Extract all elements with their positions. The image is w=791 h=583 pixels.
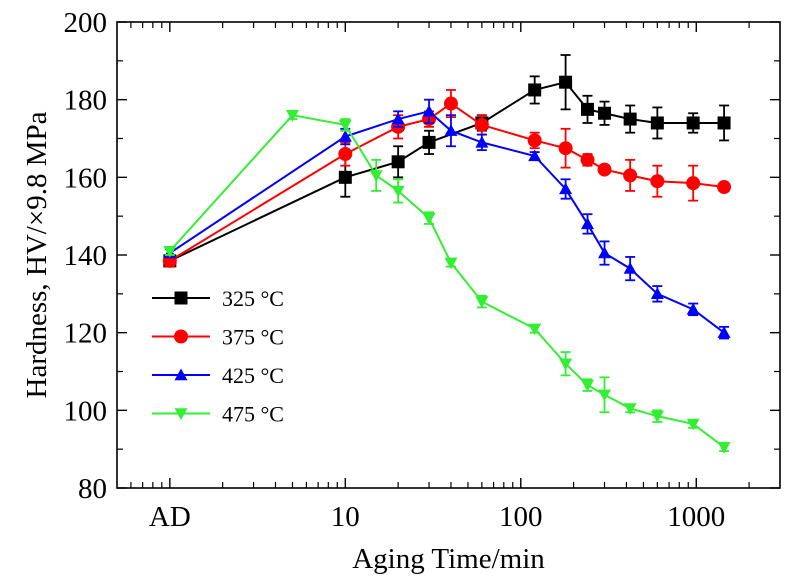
data-point — [528, 83, 542, 97]
data-point — [444, 124, 458, 136]
data-point — [422, 104, 436, 117]
data-point — [717, 326, 731, 338]
y-tick-label: 180 — [64, 85, 108, 117]
legend: 325 °C 375 °C 425 °C 475 °C — [152, 286, 284, 427]
data-point — [686, 116, 700, 130]
data-point — [422, 212, 436, 225]
data-point — [598, 389, 612, 402]
x-tick-label: 1000 — [667, 501, 725, 533]
y-tick-label: 100 — [64, 395, 108, 427]
data-point — [623, 262, 637, 274]
data-point — [581, 379, 595, 392]
data-point — [338, 170, 352, 184]
data-point — [597, 162, 612, 177]
data-point — [581, 102, 595, 116]
axes: 80 100 120 140 160 180 200 AD 10 100 1000 — [64, 7, 780, 533]
data-point — [475, 296, 489, 309]
y-tick-label: 80 — [78, 473, 107, 505]
data-point — [686, 176, 701, 191]
data-point — [338, 130, 352, 142]
data-point — [623, 403, 637, 415]
x-tick-label: AD — [149, 501, 191, 533]
data-point — [338, 119, 352, 132]
legend-label: 425 °C — [222, 363, 284, 388]
data-point — [369, 170, 383, 182]
legend-item-1: 325 °C — [152, 286, 284, 311]
data-point — [559, 75, 573, 89]
data-point — [598, 246, 612, 259]
y-tick-label: 140 — [64, 240, 108, 272]
legend-label: 475 °C — [222, 402, 284, 427]
data-point — [559, 358, 573, 371]
x-tick-label: 10 — [331, 501, 360, 533]
data-point — [650, 174, 665, 189]
data-point — [650, 287, 664, 300]
y-axis-title: Hardness, HV/×9.8 MPa — [21, 111, 53, 398]
data-point — [391, 112, 405, 125]
series-layer — [162, 54, 732, 454]
series-line — [169, 114, 725, 449]
data-point — [444, 257, 458, 270]
legend-marker — [174, 329, 188, 344]
series-4 — [163, 110, 731, 454]
series-line — [169, 110, 725, 334]
plot-border — [116, 21, 781, 489]
legend-item-3: 425 °C — [152, 363, 284, 388]
data-point — [527, 133, 542, 148]
data-point — [581, 217, 595, 230]
series-1 — [163, 54, 731, 268]
legend-marker — [174, 368, 188, 381]
legend-marker — [174, 408, 188, 420]
legend-label: 375 °C — [222, 325, 284, 350]
legend-label: 325 °C — [222, 286, 284, 311]
data-point — [422, 135, 436, 149]
data-point — [650, 410, 664, 423]
data-point — [717, 180, 732, 195]
data-point — [558, 141, 573, 156]
data-point — [717, 442, 731, 454]
data-point — [559, 182, 573, 195]
data-point — [338, 147, 353, 162]
data-point — [443, 96, 458, 111]
data-point — [650, 116, 664, 130]
data-point — [580, 152, 595, 167]
plot-frame — [116, 21, 781, 489]
data-point — [474, 117, 489, 132]
legend-item-4: 475 °C — [152, 402, 284, 427]
data-point — [391, 155, 405, 169]
legend-item-2: 375 °C — [152, 325, 284, 350]
data-point — [475, 135, 489, 148]
x-axis-title: Aging Time/min — [352, 543, 545, 575]
data-point — [598, 106, 612, 120]
data-point — [391, 185, 405, 198]
data-point — [717, 116, 731, 130]
legend-marker — [174, 291, 188, 305]
data-point — [285, 110, 299, 122]
data-point — [623, 112, 637, 126]
data-point — [686, 302, 700, 315]
data-point — [528, 323, 542, 336]
y-tick-label: 200 — [64, 7, 108, 39]
data-point — [686, 418, 700, 431]
data-point — [528, 149, 542, 162]
data-point — [163, 245, 177, 258]
x-tick-label: 100 — [499, 501, 543, 533]
data-point — [623, 168, 638, 183]
series-2 — [162, 89, 732, 268]
y-tick-label: 120 — [64, 318, 108, 350]
y-tick-label: 160 — [64, 162, 108, 194]
